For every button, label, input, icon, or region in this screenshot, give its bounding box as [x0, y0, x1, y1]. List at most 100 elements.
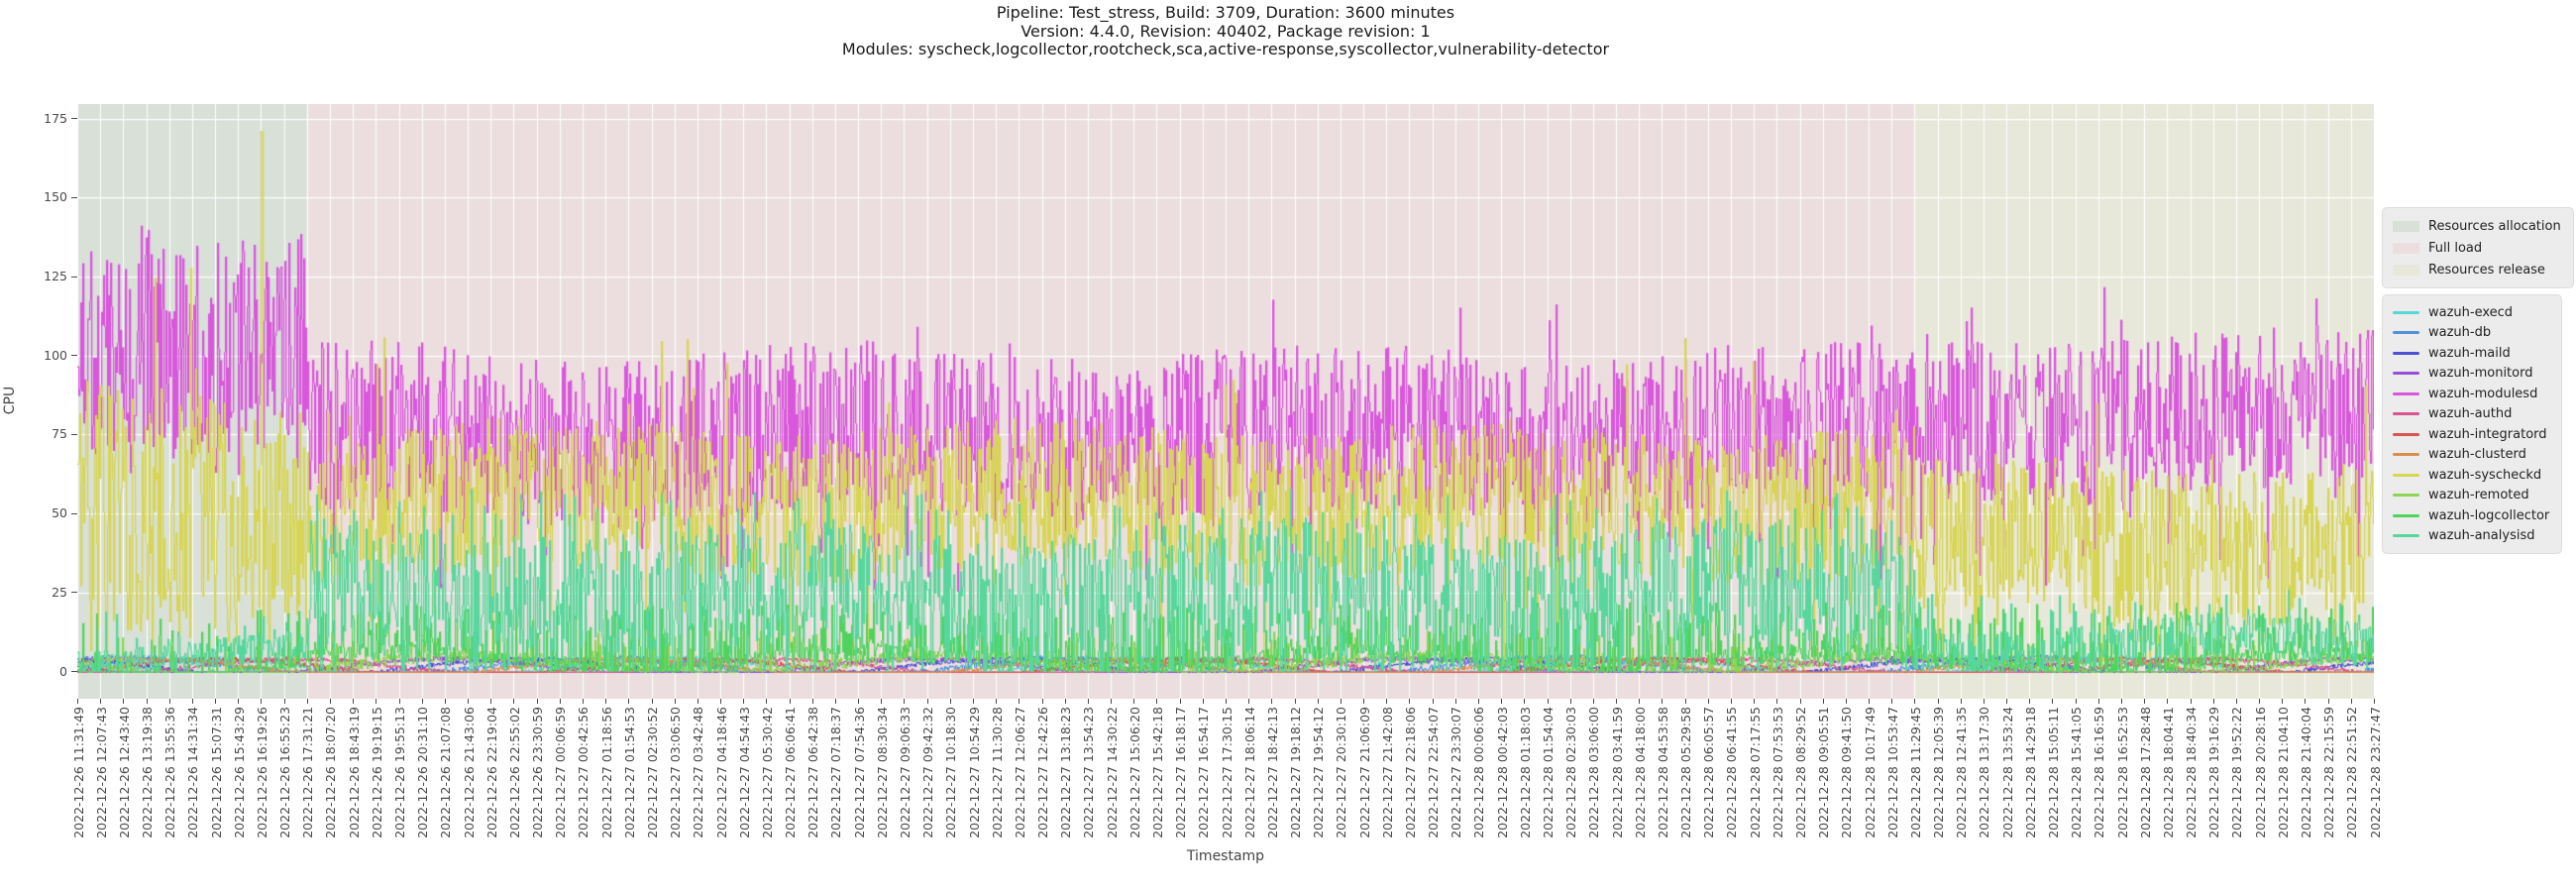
x-tick-mark — [1960, 699, 1962, 704]
x-tick-label: 2022-12-27 06:42:38 — [805, 707, 821, 838]
x-tick-label: 2022-12-26 14:31:34 — [185, 707, 201, 838]
x-tick-label: 2022-12-28 21:40:04 — [2298, 707, 2313, 838]
x-tick-label: 2022-12-27 22:54:07 — [1426, 707, 1442, 838]
x-tick-label: 2022-12-27 14:30:22 — [1104, 707, 1120, 838]
x-tick-label: 2022-12-27 13:18:23 — [1058, 707, 1074, 838]
x-tick-label: 2022-12-26 13:19:38 — [140, 707, 156, 838]
x-tick-mark — [398, 699, 400, 704]
y-tick-mark — [71, 671, 77, 673]
x-tick-mark — [1662, 699, 1664, 704]
legend-label: wazuh-analysisd — [2428, 528, 2535, 544]
x-tick-label: 2022-12-26 12:43:40 — [116, 707, 132, 838]
x-tick-label: 2022-12-28 01:18:03 — [1517, 707, 1533, 838]
x-tick-label: 2022-12-28 03:06:00 — [1586, 707, 1602, 838]
x-tick-label: 2022-12-27 03:42:48 — [691, 707, 706, 838]
x-tick-label: 2022-12-27 04:54:43 — [736, 707, 752, 838]
x-tick-mark — [2190, 699, 2192, 704]
x-tick-label: 2022-12-27 15:42:18 — [1149, 707, 1165, 838]
legend-item-wazuh-execd: wazuh-execd — [2393, 302, 2551, 323]
x-tick-mark — [1133, 699, 1135, 704]
x-tick-mark — [1869, 699, 1871, 704]
x-tick-mark — [191, 699, 193, 704]
x-tick-mark — [1294, 699, 1296, 704]
x-tick-mark — [926, 699, 928, 704]
series-color-line — [2393, 513, 2419, 517]
x-tick-label: 2022-12-27 10:54:29 — [966, 707, 982, 838]
x-tick-label: 2022-12-28 15:05:11 — [2045, 707, 2061, 838]
x-tick-mark — [1569, 699, 1571, 704]
x-tick-label: 2022-12-28 12:05:39 — [1931, 707, 1947, 838]
x-tick-label: 2022-12-28 12:41:35 — [1954, 707, 1970, 838]
plot-area — [77, 104, 2374, 699]
x-tick-mark — [2305, 699, 2307, 704]
x-tick-label: 2022-12-27 22:18:06 — [1402, 707, 1418, 838]
x-tick-label: 2022-12-27 00:06:59 — [553, 707, 569, 838]
x-tick-mark — [1639, 699, 1641, 704]
x-tick-mark — [1156, 699, 1158, 704]
legend-item-wazuh-logcollector: wazuh-logcollector — [2393, 505, 2551, 526]
x-tick-label: 2022-12-26 23:30:59 — [530, 707, 546, 838]
x-tick-label: 2022-12-28 20:28:16 — [2252, 707, 2268, 838]
x-tick-mark — [329, 699, 331, 704]
legend-label: Resources allocation — [2428, 218, 2561, 234]
x-tick-label: 2022-12-28 18:40:34 — [2184, 707, 2200, 838]
x-tick-label: 2022-12-27 17:30:15 — [1219, 707, 1234, 838]
x-tick-mark — [261, 699, 263, 704]
x-tick-mark — [1592, 699, 1594, 704]
x-tick-label: 2022-12-28 00:06:06 — [1471, 707, 1487, 838]
x-tick-mark — [1914, 699, 1916, 704]
x-tick-mark — [2282, 699, 2284, 704]
x-tick-label: 2022-12-27 15:06:20 — [1127, 707, 1142, 838]
x-tick-label: 2022-12-28 22:51:52 — [2344, 707, 2360, 838]
x-tick-mark — [1707, 699, 1709, 704]
x-tick-label: 2022-12-26 11:31:49 — [70, 707, 86, 838]
x-tick-label: 2022-12-26 22:55:02 — [506, 707, 522, 838]
x-tick-label: 2022-12-28 05:29:58 — [1678, 707, 1694, 838]
x-tick-label: 2022-12-27 06:06:41 — [783, 707, 799, 838]
x-tick-label: 2022-12-27 19:18:12 — [1288, 707, 1304, 838]
x-tick-label: 2022-12-26 16:55:23 — [277, 707, 293, 838]
x-tick-label: 2022-12-28 07:53:53 — [1770, 707, 1785, 838]
x-tick-mark — [1340, 699, 1342, 704]
x-tick-label: 2022-12-27 23:30:07 — [1449, 707, 1464, 838]
x-tick-label: 2022-12-28 01:54:04 — [1541, 707, 1556, 838]
x-tick-mark — [1386, 699, 1388, 704]
series-color-line — [2393, 372, 2419, 376]
x-tick-label: 2022-12-28 14:29:18 — [2022, 707, 2038, 838]
x-tick-mark — [283, 699, 285, 704]
x-tick-mark — [949, 699, 951, 704]
x-tick-mark — [674, 699, 676, 704]
series-color-line — [2393, 412, 2419, 416]
series-color-line — [2393, 453, 2419, 457]
y-tick-label: 50 — [52, 505, 67, 521]
x-tick-mark — [2052, 699, 2054, 704]
legend-item-wazuh-authd: wazuh-authd — [2393, 404, 2551, 425]
x-tick-mark — [1845, 699, 1847, 704]
legend-item-resources-allocation: Resources allocation — [2393, 215, 2563, 237]
legend-label: Full load — [2428, 240, 2483, 256]
x-tick-label: 2022-12-27 18:42:13 — [1264, 707, 1280, 838]
x-tick-label: 2022-12-27 08:30:34 — [874, 707, 890, 838]
x-tick-label: 2022-12-28 07:17:55 — [1747, 707, 1763, 838]
x-tick-mark — [1524, 699, 1526, 704]
x-tick-label: 2022-12-27 19:54:12 — [1311, 707, 1327, 838]
x-tick-mark — [1937, 699, 1939, 704]
legend-label: wazuh-db — [2428, 325, 2492, 341]
x-tick-mark — [1064, 699, 1066, 704]
x-tick-label: 2022-12-26 19:55:13 — [392, 707, 408, 838]
legend-label: wazuh-logcollector — [2428, 507, 2550, 523]
x-tick-mark — [2235, 699, 2237, 704]
x-tick-label: 2022-12-26 15:43:29 — [231, 707, 247, 838]
x-tick-label: 2022-12-27 21:06:09 — [1356, 707, 1372, 838]
x-tick-mark — [1477, 699, 1479, 704]
x-tick-label: 2022-12-27 12:06:27 — [1012, 707, 1027, 838]
x-tick-label: 2022-12-28 08:29:52 — [1793, 707, 1808, 838]
title-line-3: Modules: syscheck,logcollector,rootcheck… — [841, 40, 1610, 58]
x-tick-label: 2022-12-28 15:41:05 — [2069, 707, 2085, 838]
x-tick-mark — [2075, 699, 2077, 704]
series-color-line — [2393, 391, 2419, 395]
x-tick-mark — [1776, 699, 1778, 704]
x-tick-label: 2022-12-27 03:06:50 — [668, 707, 684, 838]
x-tick-mark — [720, 699, 722, 704]
legend-item-wazuh-analysisd: wazuh-analysisd — [2393, 526, 2551, 547]
